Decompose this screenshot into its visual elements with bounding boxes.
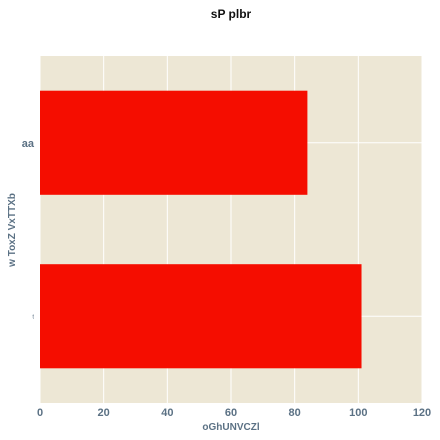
y-axis-ticks: aa t — [22, 138, 35, 321]
x-tick-label: 0 — [37, 407, 43, 419]
x-tick-label: 80 — [289, 407, 301, 419]
x-tick-label: 20 — [98, 407, 110, 419]
y-axis-label: w ToxZ VxTTXb — [7, 193, 18, 268]
y-tick-label: t — [32, 314, 34, 320]
x-axis-ticks: 0 20 40 60 80 100 120 — [37, 407, 431, 419]
bar-t — [40, 264, 362, 369]
y-tick-label: aa — [22, 138, 35, 150]
x-tick-label: 60 — [225, 407, 237, 419]
bar-aa — [40, 90, 308, 195]
x-axis-label: oGhUNVCZl — [202, 422, 259, 433]
x-tick-label: 120 — [413, 407, 431, 419]
chart-title: sP plbr — [211, 7, 252, 21]
x-tick-label: 100 — [349, 407, 367, 419]
x-tick-label: 40 — [161, 407, 173, 419]
bars — [40, 90, 362, 369]
